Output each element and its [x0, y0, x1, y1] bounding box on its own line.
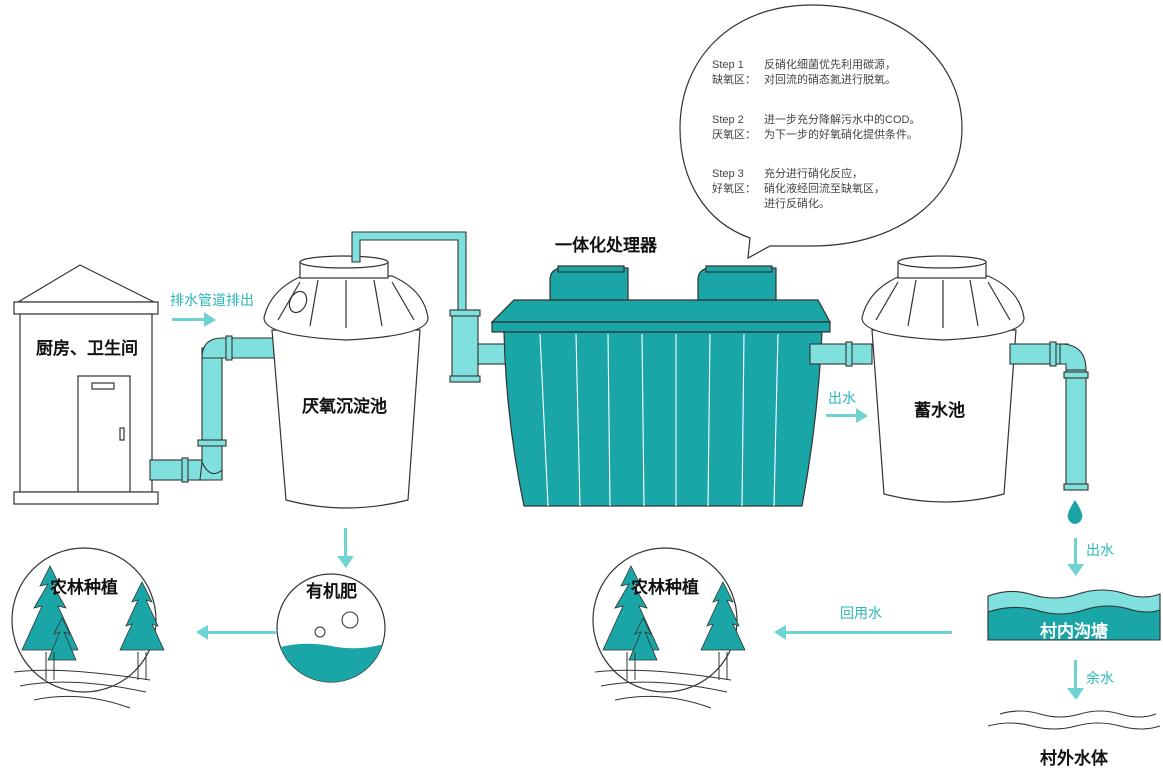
processor-label: 一体化处理器 — [555, 236, 657, 255]
outflow-label-1: 出水 — [828, 390, 856, 406]
info-bubble — [679, 4, 963, 260]
drain-label: 排水管道排出 — [170, 292, 254, 308]
house-label: 厨房、卫生间 — [36, 339, 138, 358]
integrated-processor — [490, 265, 832, 507]
down-arrow-ditch — [1067, 538, 1084, 576]
step-3: Step 3 好氧区：充分进行硝化反应， 硝化液经回流至缺氧区， 进行反硝化。 — [712, 168, 885, 210]
storage-tank — [861, 255, 1025, 503]
step-1: Step 1 缺氧区：反硝化细菌优先利用碳源， 对回流的硝态氮进行脱氧。 — [712, 59, 896, 86]
down-arrow-fertilizer — [337, 528, 354, 568]
drain-arrow — [172, 312, 216, 327]
ditch-label: 村内沟塘 — [1040, 622, 1108, 641]
outflow-arrow-1 — [826, 408, 868, 423]
reuse-arrow — [774, 625, 952, 640]
down-arrow-outside — [1067, 660, 1084, 700]
farming-circle-right — [592, 547, 746, 709]
inlet-pipe — [149, 335, 279, 483]
outside-water-label: 村外水体 — [1040, 749, 1108, 768]
farming-right-label: 农林种植 — [631, 578, 699, 597]
outside-water-waves — [987, 710, 1161, 730]
storage-outlet-pipe — [1009, 341, 1089, 491]
outlet-pipe — [809, 341, 873, 367]
left-arrow-farming — [196, 625, 276, 640]
surplus-label: 余水 — [1086, 670, 1114, 686]
anaerobic-tank — [263, 255, 429, 509]
step-2: Step 2 厌氧区：进一步充分降解污水中的COD。 为下一步的好氧硝化提供条件。 — [712, 114, 921, 141]
ditch — [987, 589, 1161, 641]
storage-tank-label: 蓄水池 — [914, 401, 965, 420]
fertilizer-circle — [276, 573, 386, 683]
house — [13, 264, 159, 505]
farming-left-label: 农林种植 — [50, 578, 118, 597]
reuse-label: 回用水 — [840, 605, 882, 621]
fertilizer-label: 有机肥 — [306, 582, 357, 601]
outflow-label-2: 出水 — [1086, 542, 1114, 558]
farming-circle-left — [11, 547, 165, 709]
anaerobic-tank-label: 厌氧沉淀池 — [302, 397, 387, 416]
water-drop — [1067, 500, 1083, 524]
